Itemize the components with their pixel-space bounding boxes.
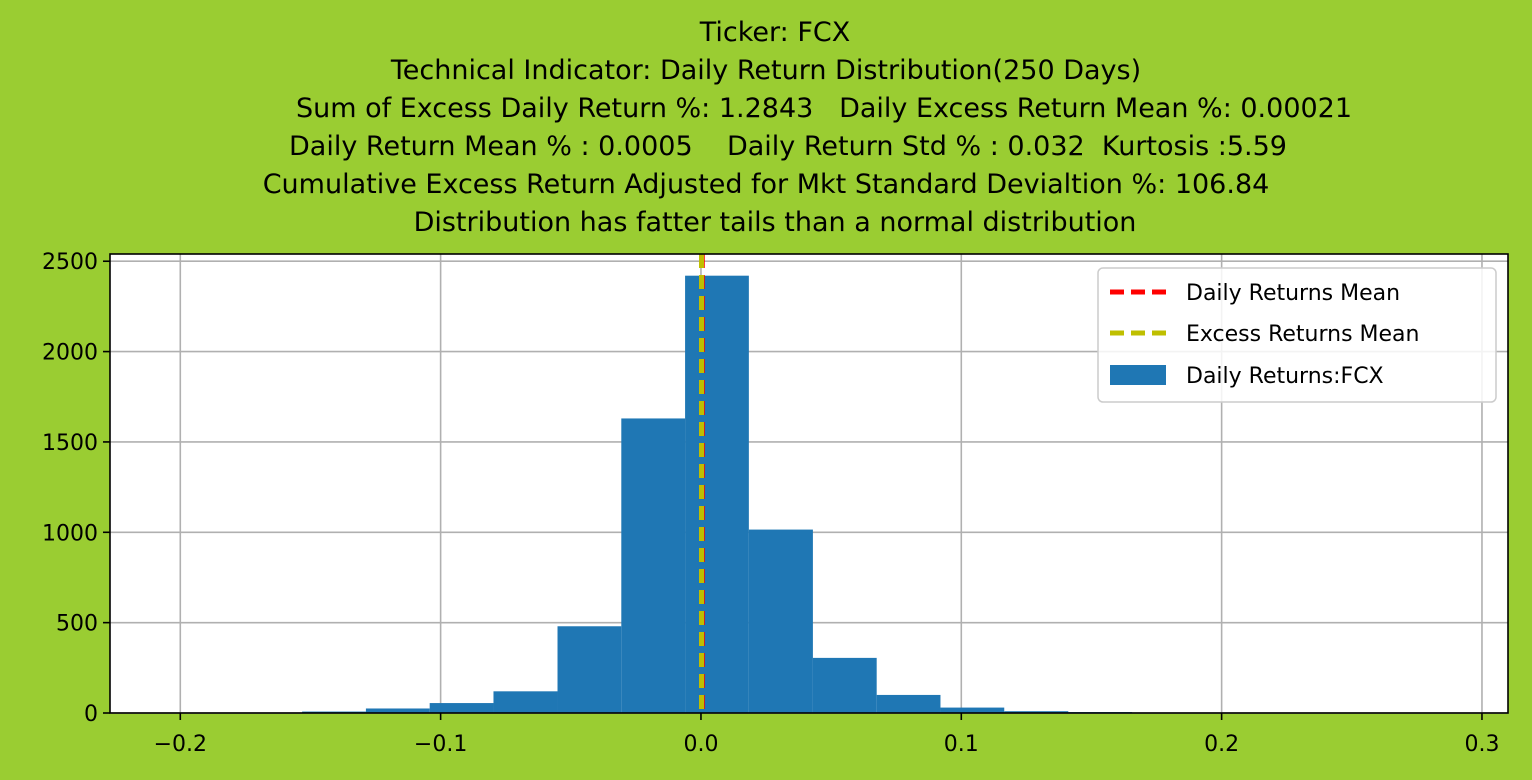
x-tick-label: 0.1 <box>944 732 979 757</box>
y-tick-label: 1000 <box>42 521 98 546</box>
x-tick-label: −0.2 <box>154 732 207 757</box>
y-tick-label: 0 <box>84 702 98 727</box>
x-axis: −0.2 −0.1 0.0 0.1 0.2 0.3 <box>154 713 1499 757</box>
x-tick-label: 0.2 <box>1204 732 1239 757</box>
legend-bars-swatch <box>1110 365 1166 385</box>
legend-bars-label: Daily Returns:FCX <box>1186 364 1384 389</box>
histogram-bar <box>429 703 494 713</box>
plot-frame <box>109 253 1509 714</box>
mean-lines <box>699 254 705 713</box>
x-tick-label: −0.1 <box>414 732 467 757</box>
histogram-bar <box>557 626 622 713</box>
y-tick-label: 2500 <box>42 250 98 275</box>
x-tick-label: 0.0 <box>683 732 718 757</box>
histogram-bar <box>365 708 430 713</box>
chart-title: Ticker: FCX Technical Indicator: Daily R… <box>0 14 1532 242</box>
title-line-cumulative: Cumulative Excess Return Adjusted for Mk… <box>262 169 1270 200</box>
histogram-bar <box>621 418 686 713</box>
legend-excess-mean-label: Excess Returns Mean <box>1186 322 1419 347</box>
histogram-bar <box>940 707 1005 713</box>
legend: Daily Returns Mean Excess Returns Mean D… <box>1097 267 1497 403</box>
y-tick-label: 2000 <box>42 341 98 366</box>
x-tick-label: 0.3 <box>1464 732 1499 757</box>
histogram-bar <box>876 694 941 713</box>
histogram-bar <box>685 275 749 713</box>
histogram-bar <box>1004 711 1069 713</box>
histogram-bar <box>493 691 558 713</box>
y-tick-label: 1500 <box>42 431 98 456</box>
y-axis: 0 500 1000 1500 2000 2500 <box>42 250 110 727</box>
title-line-indicator: Technical Indicator: Daily Return Distri… <box>390 55 1142 86</box>
title-line-ticker: Ticker: FCX <box>699 17 851 48</box>
histogram-bar <box>748 529 813 713</box>
title-line-excess-stats: Sum of Excess Daily Return %: 1.2843 Dai… <box>295 93 1353 124</box>
title-line-distribution-note: Distribution has fatter tails than a nor… <box>413 207 1137 238</box>
title-line-return-stats: Daily Return Mean % : 0.0005 Daily Retur… <box>289 131 1287 162</box>
y-tick-label: 500 <box>56 612 98 637</box>
legend-daily-mean-label: Daily Returns Mean <box>1186 281 1400 306</box>
histogram-bar <box>812 657 877 713</box>
histogram-bars <box>174 275 1452 713</box>
legend-box <box>1097 267 1497 403</box>
